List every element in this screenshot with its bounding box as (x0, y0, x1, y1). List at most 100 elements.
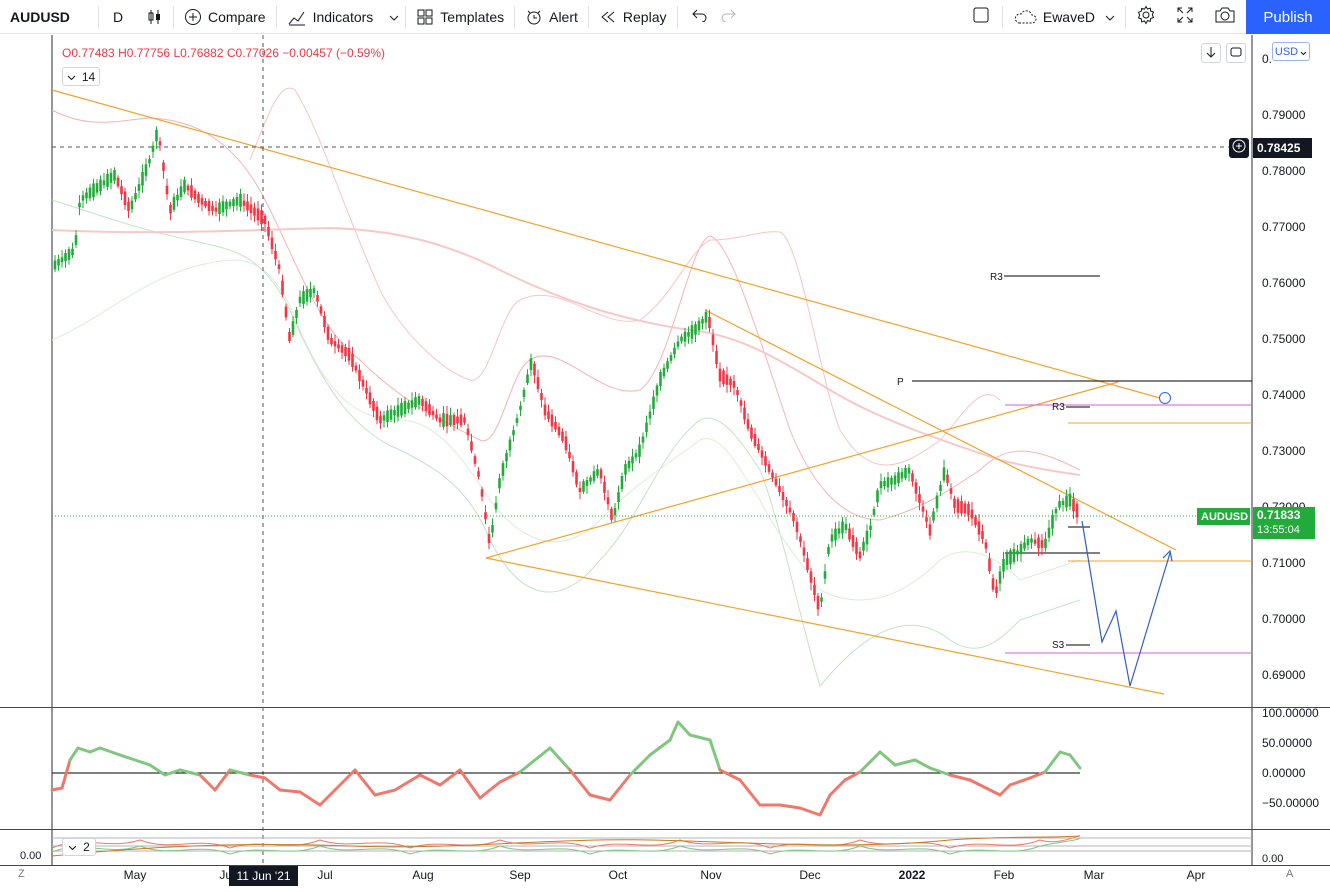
price-tick-label: 0.70000 (1262, 612, 1306, 626)
zoom-corner-button[interactable]: Z (18, 868, 32, 884)
compare-button[interactable]: Compare (174, 0, 276, 34)
candle-body (844, 524, 848, 530)
compare-label: Compare (208, 8, 266, 25)
candle-body (1002, 558, 1005, 572)
currency-select[interactable]: USD (1272, 42, 1310, 61)
candle-body (57, 259, 60, 266)
indicators-button[interactable]: Indicators (277, 0, 384, 34)
candle-body (774, 478, 778, 486)
candle-body (305, 289, 309, 302)
auto-scale-button[interactable]: A (1286, 868, 1300, 884)
candle-body (729, 378, 732, 386)
crosshair-add-button[interactable] (1229, 138, 1249, 158)
candle-body (333, 341, 337, 347)
candle-body (99, 179, 102, 192)
candle-body (428, 404, 431, 415)
candle-body (536, 377, 540, 390)
candle-body (431, 410, 435, 416)
candle-body (855, 541, 858, 555)
candle-body (235, 197, 239, 206)
layout-name-button[interactable]: EwaveD (1003, 0, 1125, 34)
sub-legend-collapse-button[interactable]: 2 (62, 838, 96, 856)
envelope-bands (51, 87, 1081, 688)
candle-body (988, 558, 991, 572)
plus-circle-icon (184, 8, 202, 26)
candle-body (1065, 495, 1068, 508)
price-tick-label: 0.77000 (1262, 220, 1306, 234)
last-price-value: 0.71833 (1257, 508, 1301, 522)
candle-body (183, 179, 186, 192)
candle-body (109, 172, 113, 183)
symbol-search[interactable]: AUDUSD (0, 0, 98, 34)
alert-button[interactable]: Alert (515, 0, 588, 34)
restore-icon (1230, 46, 1242, 61)
divider (98, 5, 99, 28)
settings-button[interactable] (1126, 0, 1166, 34)
interval-button[interactable]: D (99, 0, 137, 34)
candle-body (631, 456, 634, 464)
osc-segment (648, 738, 672, 757)
scroll-down-button[interactable] (1201, 43, 1221, 63)
candle-body (452, 414, 456, 426)
price-tick-label: 0.79000 (1262, 108, 1306, 122)
candle-body (1072, 499, 1075, 512)
candle-body (792, 512, 795, 522)
candle-body (708, 316, 711, 329)
candle-body (823, 571, 827, 579)
candle-body (841, 521, 844, 534)
candle-body (176, 194, 179, 201)
candle-body (78, 202, 81, 208)
candle-body (137, 184, 141, 191)
osc-axis[interactable]: 100.00000 50.00000 0.00000 −50.00000 0.00 (1262, 706, 1319, 865)
redo-button[interactable] (714, 0, 742, 34)
candle-body (750, 427, 753, 439)
candle-body (291, 321, 295, 335)
price-tick-label: 0.75000 (1262, 332, 1306, 346)
candle-body (662, 367, 666, 377)
candle-body (214, 207, 218, 212)
templates-button[interactable]: Templates (406, 0, 514, 34)
osc-segment (298, 790, 322, 807)
indicators-dropdown[interactable] (383, 0, 405, 34)
candle-body (442, 413, 445, 427)
replay-label: Replay (622, 8, 667, 25)
anchor-point-icon[interactable] (1159, 392, 1171, 404)
layout-select-button[interactable] (960, 0, 1002, 34)
candle-body (876, 490, 879, 503)
candle-body (211, 205, 214, 211)
osc-segment (333, 768, 357, 792)
legend-collapse-button[interactable]: 14 (62, 67, 100, 86)
currency-label: USD (1274, 45, 1299, 58)
bar-style-button[interactable] (137, 0, 173, 34)
candle-body (1005, 553, 1009, 565)
snapshot-button[interactable] (1204, 0, 1246, 34)
symbol-tag-label: AUDUSD (1201, 510, 1249, 523)
candle-body (739, 400, 743, 406)
price-axis[interactable]: 0.79000 0.78000 0.77000 0.76000 0.75000 0.740… (1262, 108, 1306, 682)
undo-button[interactable] (678, 0, 714, 34)
maximize-pane-button[interactable] (1226, 43, 1246, 63)
candle-body (1030, 538, 1033, 543)
osc-segment (353, 768, 377, 797)
chevron-down-icon (67, 70, 76, 84)
publish-button[interactable]: Publish (1246, 0, 1330, 34)
indicators-label: Indicators (312, 8, 374, 25)
candle-body (666, 361, 669, 369)
fullscreen-button[interactable] (1166, 0, 1204, 34)
candle-body (1058, 501, 1061, 508)
osc-segment (458, 768, 482, 800)
candle-body (743, 407, 746, 420)
candle-body (470, 441, 473, 451)
chevron-down-icon (1105, 9, 1115, 25)
candle-body (715, 350, 718, 365)
candle-body (645, 422, 648, 433)
zoom-corner-label: Z (18, 868, 25, 880)
candle-body (102, 180, 106, 186)
candle-body (484, 512, 487, 520)
candle-body (162, 162, 165, 171)
replay-button[interactable]: Replay (589, 0, 677, 34)
candle-body (981, 531, 984, 539)
osc-tick-label: 50.00000 (1262, 736, 1312, 750)
price-tick-label: 0.74000 (1262, 388, 1306, 402)
